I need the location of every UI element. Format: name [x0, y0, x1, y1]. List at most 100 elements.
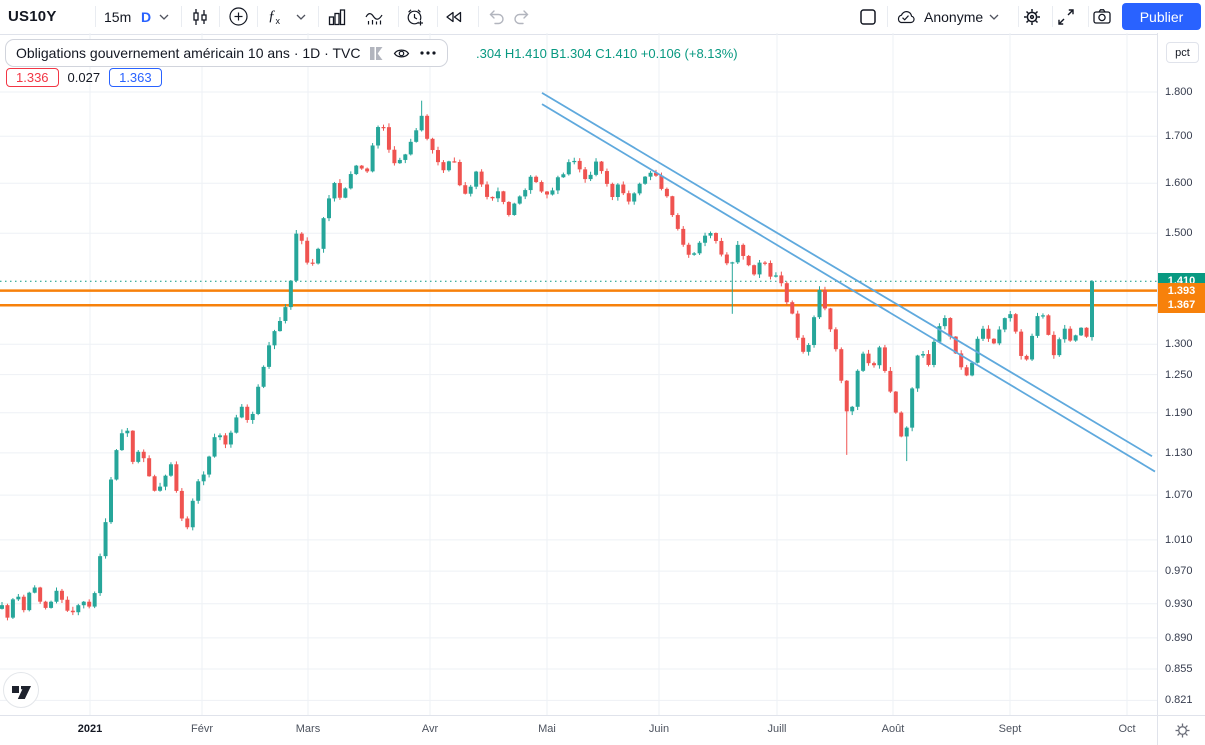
layout-select-button[interactable] [858, 0, 878, 33]
time-axis-label: 2021 [78, 723, 102, 735]
undo-button[interactable] [487, 0, 506, 33]
source-logo-icon [369, 46, 384, 61]
value-badge-high[interactable]: 1.363 [109, 68, 162, 87]
publish-button[interactable]: Publier [1122, 3, 1201, 30]
compare-button[interactable] [229, 0, 248, 33]
toolbar-separator [1018, 6, 1019, 27]
ohlc-readout: .304 H1.410 B1.304 C1.410 +0.106 (+8.13%… [476, 46, 738, 61]
cloud-check-icon [895, 8, 917, 26]
account-menu-button[interactable]: Anonyme [895, 0, 999, 33]
toolbar-separator [219, 6, 220, 27]
chart-settings-button[interactable] [1022, 0, 1042, 33]
eye-icon [393, 47, 410, 60]
camera-icon [1092, 7, 1112, 26]
time-axis-label: Avr [422, 723, 438, 735]
price-axis-label: 0.890 [1165, 632, 1193, 644]
price-axis-label: 1.130 [1165, 447, 1193, 459]
fullscreen-button[interactable] [1056, 0, 1076, 33]
price-axis-label: 0.821 [1165, 694, 1193, 706]
toolbar-separator [437, 6, 438, 27]
toolbar-separator [887, 6, 888, 27]
toolbar-separator [478, 6, 479, 27]
time-axis-label: Juin [649, 723, 669, 735]
price-axis-label: 0.970 [1165, 565, 1193, 577]
alarm-clock-plus-icon [405, 7, 425, 27]
account-name: Anonyme [924, 9, 983, 25]
plus-circle-icon [229, 7, 248, 26]
toolbar-separator [398, 6, 399, 27]
gear-icon [1022, 7, 1042, 27]
price-axis-label: 1.190 [1165, 407, 1193, 419]
time-axis-label: Mars [296, 723, 320, 735]
toolbar-separator [318, 6, 319, 27]
fx-icon: ƒx [268, 8, 280, 26]
timeframe-15m-button[interactable]: 15m [104, 0, 131, 33]
price-axis-label: 0.855 [1165, 663, 1193, 675]
price-axis-label: 1.250 [1165, 369, 1193, 381]
symbol-search-button[interactable]: US10Y [8, 0, 57, 33]
chart-style-button[interactable] [191, 0, 209, 33]
candlestick-chart[interactable] [0, 33, 1157, 715]
chevron-down-icon [296, 14, 306, 20]
expand-icon [1056, 7, 1076, 27]
templates-button[interactable] [365, 0, 383, 33]
bar-replay-button[interactable] [444, 0, 463, 33]
top-toolbar: US10Y 15m D ƒx [0, 0, 1205, 35]
chevron-down-icon [989, 14, 999, 20]
percent-scale-button[interactable]: pct [1166, 42, 1199, 63]
time-axis-label: Août [882, 723, 905, 735]
undo-icon [487, 8, 506, 26]
value-badges: 1.336 0.027 1.363 [6, 68, 162, 87]
price-line-badge: 1.367 [1158, 297, 1205, 313]
price-axis-label: 0.930 [1165, 598, 1193, 610]
price-axis[interactable]: pct 1.800 1.700 1.600 1.500 1.300 1.250 1.190 1… [1157, 33, 1205, 715]
chart-legend[interactable]: Obligations gouvernement américain 10 an… [5, 39, 448, 67]
value-badge-low[interactable]: 1.336 [6, 68, 59, 87]
price-axis-label: 1.500 [1165, 227, 1193, 239]
tradingview-window: US10Y 15m D ƒx [0, 0, 1205, 745]
price-axis-label: 1.010 [1165, 534, 1193, 546]
toolbar-separator [1052, 6, 1053, 27]
chart-title: Obligations gouvernement américain 10 an… [16, 45, 360, 61]
time-axis-label: Juill [768, 723, 787, 735]
legend-more-button[interactable] [419, 50, 437, 56]
rewind-icon [444, 8, 463, 26]
interval-button[interactable]: D [141, 0, 151, 33]
candlestick-style-icon [191, 8, 209, 26]
toolbar-separator [181, 6, 182, 27]
symbol-label: US10Y [8, 8, 57, 25]
tradingview-logo[interactable] [2, 671, 40, 714]
time-axis-label: Mai [538, 723, 556, 735]
toolbar-separator [95, 6, 96, 27]
time-axis[interactable]: 2021FévrMarsAvrMaiJuinJuillAoûtSeptOct [0, 715, 1157, 745]
create-alert-button[interactable] [405, 0, 425, 33]
layout-square-icon [858, 7, 878, 27]
ellipsis-icon [419, 50, 437, 56]
redo-button[interactable] [512, 0, 531, 33]
indicators-button[interactable]: ƒx [268, 0, 280, 33]
price-axis-label: 1.600 [1165, 177, 1193, 189]
price-axis-label: 1.800 [1165, 86, 1193, 98]
time-axis-label: Sept [999, 723, 1022, 735]
wave-indicator-icon [365, 8, 383, 26]
interval-label: D [141, 9, 151, 25]
price-axis-label: 1.300 [1165, 338, 1193, 350]
columns-icon [328, 8, 346, 26]
price-line-badge: 1.393 [1158, 283, 1205, 299]
financials-button[interactable] [328, 0, 346, 33]
snapshot-button[interactable] [1092, 0, 1112, 33]
toolbar-separator [257, 6, 258, 27]
gear-icon [1174, 722, 1191, 739]
toolbar-separator [1088, 6, 1089, 27]
value-badge-range: 0.027 [68, 70, 101, 85]
interval-menu-button[interactable] [159, 0, 169, 33]
redo-icon [512, 8, 531, 26]
time-axis-label: Oct [1118, 723, 1135, 735]
price-axis-label: 1.700 [1165, 130, 1193, 142]
axis-settings-button[interactable] [1157, 715, 1205, 745]
visibility-toggle-button[interactable] [393, 47, 410, 60]
chevron-down-icon [159, 14, 169, 20]
indicators-menu-button[interactable] [296, 0, 306, 33]
timeframe-label: 15m [104, 9, 131, 25]
price-axis-label: 1.070 [1165, 489, 1193, 501]
